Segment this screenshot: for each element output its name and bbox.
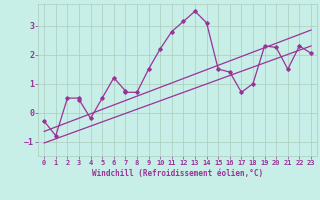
- X-axis label: Windchill (Refroidissement éolien,°C): Windchill (Refroidissement éolien,°C): [92, 169, 263, 178]
